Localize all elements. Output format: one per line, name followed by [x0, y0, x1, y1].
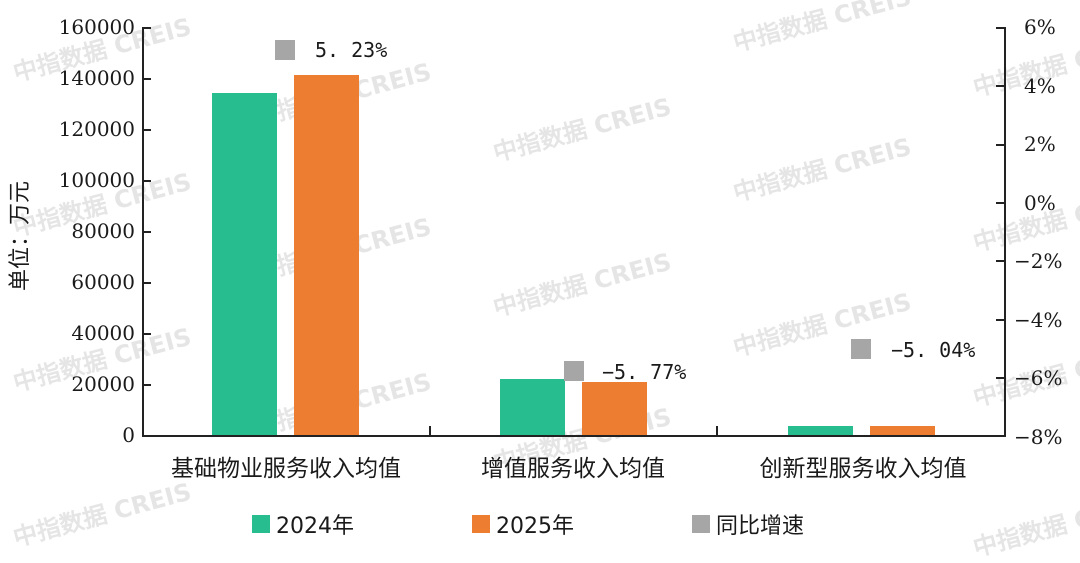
watermark: 中指数据 CREIS [730, 287, 915, 363]
category-label: 基础物业服务收入均值 [171, 456, 401, 482]
legend-item-2024: 2024年 [252, 508, 354, 540]
watermark: 中指数据 CREIS [730, 132, 915, 208]
bar-2024-basic-service [212, 93, 277, 435]
y-tick-label: 120000 [58, 117, 135, 141]
category-label: 创新型服务收入均值 [759, 456, 967, 482]
growth-marker [564, 361, 584, 381]
growth-marker [851, 339, 871, 359]
x-axis-line [142, 435, 1006, 437]
y-tick-label: 140000 [58, 66, 135, 90]
x-axis-tick [716, 426, 718, 435]
y-tick-label: 60000 [71, 270, 135, 294]
y-tick-label: 160000 [58, 15, 135, 39]
growth-marker [275, 40, 295, 60]
legend-label: 同比增速 [716, 514, 805, 539]
category-label: 增值服务收入均值 [481, 456, 665, 482]
y2-tick-label: 0% [1024, 191, 1056, 215]
bar-2024-innovative-service [788, 426, 853, 435]
watermark: 中指数据 CREIS [970, 182, 1080, 258]
legend-label: 2024年 [276, 514, 354, 539]
x-axis-tick [429, 426, 431, 435]
y-tick-label: 40000 [71, 321, 135, 345]
right-axis-line [1004, 27, 1006, 437]
bar-2025-innovative-service [870, 426, 935, 435]
growth-label: 5. 23% [315, 38, 388, 62]
growth-label: −5. 04% [891, 338, 976, 362]
legend-item-2025: 2025年 [472, 508, 574, 540]
legend-item-growth: 同比增速 [692, 508, 804, 540]
y2-tick-label: −4% [1014, 308, 1063, 332]
y-tick-label: 80000 [71, 219, 135, 243]
legend-swatch-2025 [472, 515, 490, 533]
y2-tick-label: −8% [1014, 425, 1063, 449]
y2-tick-label: −6% [1014, 366, 1063, 390]
y-tick-label: 100000 [58, 168, 135, 192]
growth-label: −5. 77% [602, 360, 687, 384]
legend-label: 2025年 [496, 514, 574, 539]
y2-tick-label: −2% [1014, 249, 1063, 273]
y2-tick-label: 6% [1024, 15, 1056, 39]
y2-tick-label: 4% [1024, 74, 1056, 98]
y-tick-label: 20000 [71, 372, 135, 396]
y2-tick-label: 2% [1024, 132, 1056, 156]
watermark: 中指数据 CREIS [490, 247, 675, 323]
legend: 2024年 2025年 同比增速 [0, 508, 1080, 539]
watermark: 中指数据 CREIS [490, 92, 675, 168]
bar-2024-value-added-service [500, 379, 565, 435]
bar-2025-basic-service [294, 75, 359, 435]
bar-2025-value-added-service [582, 382, 647, 435]
legend-swatch-growth [692, 515, 710, 533]
y-tick-label: 0 [122, 423, 135, 447]
legend-swatch-2024 [252, 515, 270, 533]
watermark: 中指数据 CREIS [730, 0, 915, 58]
